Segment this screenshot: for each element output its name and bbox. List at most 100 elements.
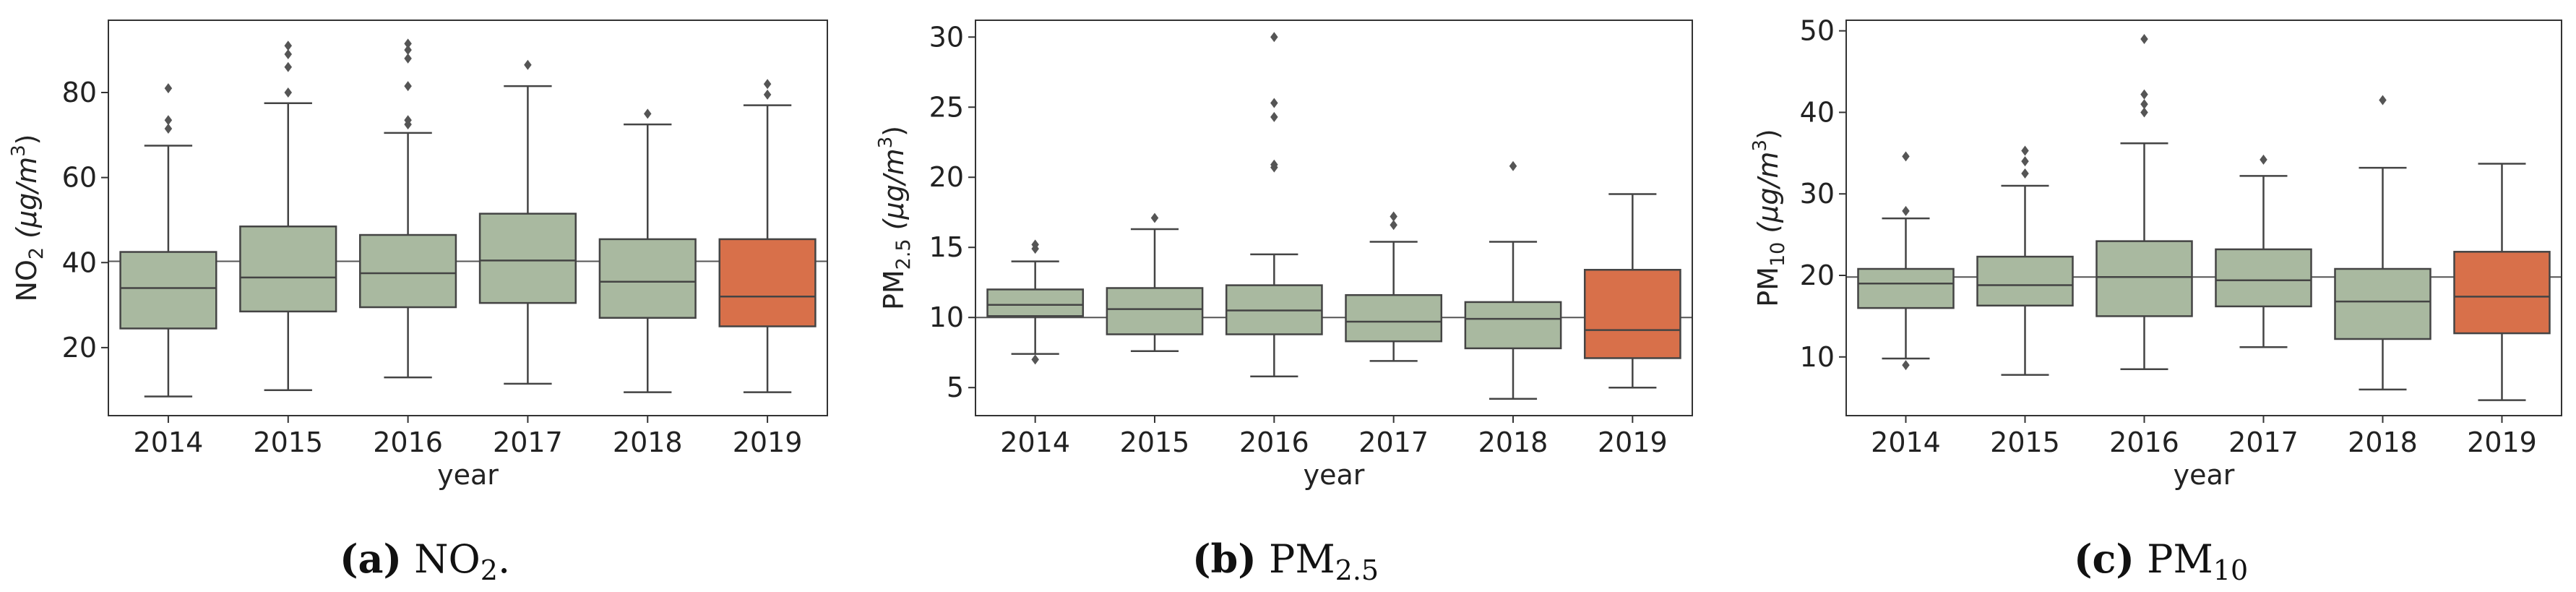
outlier-point: [2140, 99, 2148, 110]
y-label-subscript: 2.5: [892, 239, 915, 270]
y-tick-label: 60: [62, 162, 97, 194]
y-tick-label: 5: [947, 372, 964, 403]
outlier-point: [404, 115, 412, 126]
y-tick-label: 20: [929, 161, 964, 193]
outlier-point: [1270, 111, 1278, 122]
box-2019: [2453, 163, 2551, 401]
caption-tail: .: [498, 536, 510, 582]
iqr-box: [598, 238, 697, 319]
outlier-point: [1509, 160, 1517, 171]
outlier-point: [284, 49, 292, 60]
x-tick-label: 2016: [2109, 426, 2179, 458]
x-axis-label: year: [2174, 459, 2235, 491]
iqr-box: [478, 213, 577, 304]
outlier-point: [1270, 32, 1278, 43]
panel-caption: (c) PM10: [2074, 536, 2248, 586]
outlier-point: [2140, 107, 2148, 118]
y-tick-label: 20: [62, 332, 97, 364]
y-label-main: NO: [11, 259, 43, 301]
outlier-point: [404, 45, 412, 56]
box-2016: [359, 38, 457, 379]
outlier-point: [164, 83, 173, 94]
x-tick-label: 2017: [2228, 426, 2299, 458]
box-2014: [119, 83, 217, 398]
outlier-point: [1270, 159, 1278, 170]
x-tick-label: 2017: [493, 426, 563, 458]
x-tick-label: 2016: [373, 426, 443, 458]
outlier-point: [2021, 168, 2029, 179]
box-2018: [1464, 160, 1562, 400]
y-tick-label: 25: [929, 91, 964, 123]
outlier-point: [284, 40, 292, 51]
box-2016: [2095, 33, 2193, 370]
y-label-main: PM: [878, 270, 910, 310]
outlier-point: [2140, 89, 2148, 100]
box-2015: [1976, 145, 2074, 376]
outlier-point: [284, 87, 292, 98]
box-2017: [478, 59, 577, 385]
y-tick-label: 15: [929, 231, 964, 263]
x-tick-label: 2019: [733, 426, 803, 458]
iqr-box: [986, 288, 1085, 317]
box-2014: [986, 239, 1085, 365]
box-2017: [1345, 211, 1443, 362]
y-tick-label: 50: [1800, 15, 1835, 47]
outlier-point: [1270, 98, 1278, 108]
outlier-point: [1031, 239, 1039, 250]
iqr-box: [119, 251, 217, 330]
box-2018: [2334, 95, 2431, 391]
outlier-point: [763, 79, 772, 90]
box-2015: [239, 40, 337, 391]
caption-text: NO: [414, 536, 481, 582]
y-axis-label: PM10 (μg/m3): [1749, 129, 1789, 306]
outlier-point: [2021, 156, 2029, 167]
caption-subscript: 10: [2213, 554, 2248, 586]
y-label-unit: (μg/m: [878, 148, 910, 230]
x-tick-label: 2017: [1358, 426, 1429, 458]
caption-space: [1257, 536, 1269, 582]
y-tick-label: 10: [929, 301, 964, 333]
iqr-box: [2095, 240, 2193, 317]
y-label-space: [878, 230, 910, 239]
caption-space: [402, 536, 414, 582]
y-label-space: [11, 239, 43, 247]
x-tick-label: 2018: [2348, 426, 2418, 458]
chart-panel-c: 2014 2015 2016 2017 2018 2019 10 20 30 40 50 year PM…: [1749, 15, 2562, 586]
box-2018: [598, 108, 697, 393]
y-axis-label: PM2.5 (μg/m3): [875, 126, 915, 310]
iqr-box: [359, 233, 457, 309]
plot-frame: [975, 20, 1693, 416]
iqr-box: [718, 238, 817, 327]
caption-text: PM: [1269, 536, 1335, 582]
x-tick-label: 2014: [1871, 426, 1941, 458]
y-label-close: ): [878, 126, 910, 137]
outlier-point: [763, 89, 772, 100]
y-label-superscript: 3: [1749, 140, 1771, 152]
x-tick-label: 2016: [1239, 426, 1309, 458]
caption-label: (a): [340, 536, 402, 582]
outlier-point: [524, 59, 532, 70]
outlier-point: [644, 108, 652, 119]
x-tick-label: 2018: [1478, 426, 1548, 458]
caption-text: PM: [2147, 536, 2213, 582]
iqr-box: [1106, 287, 1204, 335]
caption-space: [2135, 536, 2147, 582]
iqr-box: [1345, 293, 1443, 343]
outlier-point: [1902, 360, 1910, 371]
box-2019: [718, 79, 817, 393]
caption-subscript: 2.5: [1335, 554, 1379, 586]
outlier-point: [2379, 95, 2387, 106]
iqr-box: [2453, 251, 2551, 335]
panel-caption: (b) PM2.5: [1192, 536, 1379, 586]
x-tick-label: 2019: [2467, 426, 2537, 458]
outlier-point: [284, 61, 292, 72]
x-axis-label: year: [1304, 459, 1365, 491]
chart-panel-a: 2014 2015 2016 2017 2018 2019 20 40 60 80 year NO2 …: [8, 20, 828, 586]
outlier-point: [2021, 145, 2029, 156]
y-tick-label: 30: [929, 21, 964, 53]
outlier-point: [1390, 220, 1397, 231]
x-tick-label: 2014: [134, 426, 204, 458]
y-tick-label: 40: [62, 246, 97, 278]
plot-frame: [1845, 20, 2562, 416]
